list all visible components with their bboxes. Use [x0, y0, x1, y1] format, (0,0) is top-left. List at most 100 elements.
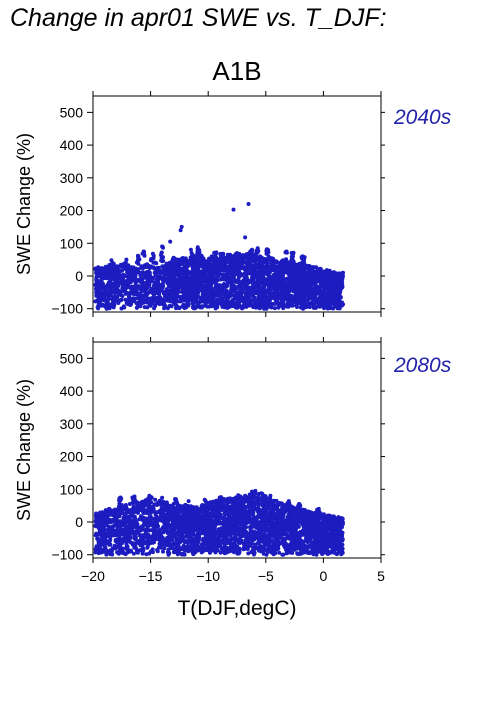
scatter-point [309, 282, 314, 287]
scatter-point [150, 251, 155, 256]
scatter-point [207, 290, 212, 295]
scatter-point [209, 254, 214, 259]
scatter-point [125, 266, 130, 271]
scatter-point [257, 286, 262, 291]
scatter-point [97, 298, 102, 303]
scatter-point [318, 293, 323, 298]
scatter-point [320, 297, 325, 302]
scatter-point [208, 281, 213, 286]
scatter-point [165, 294, 170, 299]
scatter-point [209, 258, 214, 263]
scatter-point [215, 257, 220, 261]
scatter-point [147, 301, 152, 306]
scatter-point [222, 255, 227, 260]
y-tick-label: 0 [75, 514, 83, 530]
scatter-point [105, 292, 110, 297]
scatter-point [221, 251, 226, 256]
scatter-point [101, 298, 106, 303]
scatter-point [330, 291, 335, 295]
scatter-point [217, 290, 222, 294]
scatter-point [132, 288, 136, 293]
scatter-point [193, 297, 197, 302]
scatter-point [324, 268, 329, 273]
scatter-point [243, 235, 248, 240]
scatter-point [115, 267, 120, 272]
scatter-point [182, 296, 187, 300]
scatter-point [240, 253, 245, 258]
scatter-point [202, 289, 207, 294]
scatter-point [195, 281, 199, 286]
scatter-point [291, 278, 296, 283]
scatter-point [272, 306, 277, 311]
scatter-point [185, 279, 190, 284]
scatter-point [197, 269, 202, 274]
scatter-point [159, 255, 164, 260]
scatter-point [328, 304, 333, 308]
scatter-point [300, 254, 305, 259]
scatter-point [120, 282, 125, 287]
scatter-point [218, 264, 223, 269]
x-tick-label: −15 [139, 568, 163, 584]
scatter-point [285, 291, 290, 296]
scatter-point [267, 300, 272, 305]
scatter-point [313, 297, 318, 302]
scatter-point [227, 290, 232, 295]
scatter-point [259, 295, 264, 300]
scatter-point [149, 265, 154, 270]
scatter-point [250, 247, 254, 252]
scatter-point [124, 280, 129, 285]
scatter-point [128, 279, 133, 284]
scatter-point [179, 224, 184, 229]
scatter-point [278, 271, 283, 276]
scatter-point [147, 283, 152, 288]
scatter-point [274, 280, 279, 285]
scatter-point [250, 264, 255, 269]
scatter-point [171, 283, 176, 288]
scatter-point [248, 270, 253, 275]
scatter-point [166, 547, 171, 552]
scatter-point [292, 288, 297, 293]
scatter-point [322, 282, 326, 287]
scatter-point [237, 259, 242, 264]
scatter-point [256, 279, 261, 284]
scatter-point [281, 304, 286, 309]
scatter-point [185, 274, 190, 279]
scatter-point [111, 271, 116, 276]
scatter-point [235, 280, 240, 285]
scatter-point [269, 261, 273, 266]
scatter-point [133, 296, 138, 301]
scatter-point [100, 286, 105, 291]
scatter-point [164, 261, 169, 266]
scatter-point [156, 291, 161, 296]
scatter-point [240, 306, 245, 311]
scatter-point [231, 270, 236, 275]
scatter-point [222, 273, 227, 278]
scatter-point [328, 275, 333, 280]
x-tick-label: 0 [320, 568, 328, 584]
scatter-point [136, 277, 140, 282]
scatter-point [300, 271, 305, 276]
scatter-point [281, 258, 286, 263]
x-tick-label: −5 [258, 568, 274, 584]
scatter-point [274, 259, 279, 264]
scatter-point [182, 292, 187, 297]
scatter-point [311, 275, 316, 279]
scatter-point [272, 301, 277, 306]
scatter-point [311, 265, 315, 270]
scatter-point [99, 291, 104, 296]
scatter-point [263, 293, 268, 298]
scatter-point [312, 303, 317, 308]
scatter-point [326, 290, 331, 295]
scatter-point [167, 304, 172, 309]
scatter-point [252, 284, 257, 288]
scatter-point [141, 249, 146, 254]
scatter-point [245, 300, 250, 305]
scatter-point [261, 269, 266, 273]
scatter-point [329, 295, 334, 300]
scatter-point [270, 277, 275, 282]
period-label-2080s: 2080s [394, 354, 452, 377]
scatter-point [108, 266, 113, 271]
scatter-point [248, 293, 253, 298]
scatter-point [94, 279, 99, 284]
scatter-point [132, 284, 137, 289]
